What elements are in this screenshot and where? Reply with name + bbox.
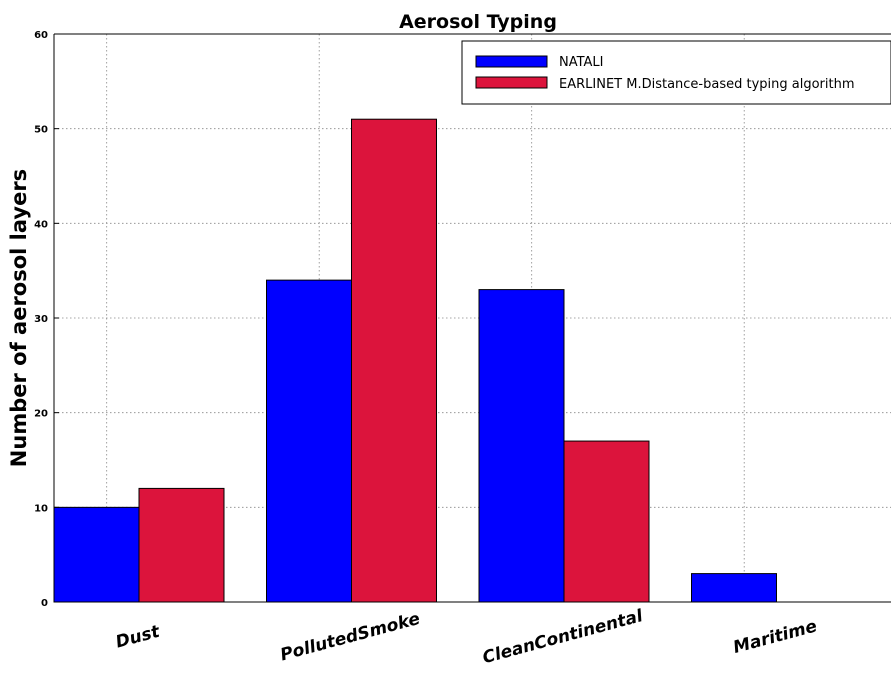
legend-swatch-natali	[475, 55, 548, 68]
y-tick-label: 0	[41, 598, 48, 609]
bar-natali-cleancontinental	[478, 289, 565, 603]
y-tick-label: 60	[34, 30, 48, 41]
x-ticks: Dust PollutedSmoke CleanContinental Maritim…	[114, 606, 820, 668]
legend-label-natali: NATALI	[559, 55, 604, 70]
y-tick-label: 40	[34, 219, 48, 230]
y-tick-label: 20	[34, 409, 48, 420]
legend: NATALI EARLINET M.Distance-based typing …	[461, 40, 891, 105]
bar-natali-dust	[53, 506, 140, 603]
y-axis-label: Number of aerosol layers	[7, 169, 31, 467]
chart-title: Aerosol Typing	[399, 11, 557, 33]
legend-label-earlinet: EARLINET M.Distance-based typing algorit…	[559, 77, 855, 92]
bar-natali-pollutedsmoke	[266, 279, 352, 603]
bar-natali-maritime	[691, 573, 777, 603]
legend-box	[461, 40, 891, 105]
bar-earlinet-dust	[138, 487, 225, 603]
x-tick-label-cleancontinental: CleanContinental	[481, 606, 646, 668]
y-tick-label: 50	[34, 125, 48, 136]
bars	[53, 118, 777, 603]
x-tick-label-pollutedsmoke: PollutedSmoke	[278, 609, 422, 665]
bar-earlinet-pollutedsmoke	[351, 118, 437, 603]
x-tick-label-maritime: Maritime	[731, 616, 819, 658]
y-tick-label: 10	[34, 503, 48, 514]
y-ticks: 0 10 20 30 40 50 60	[34, 30, 59, 609]
bar-earlinet-cleancontinental	[563, 440, 650, 603]
legend-swatch-earlinet	[475, 76, 548, 89]
x-tick-label-dust: Dust	[114, 622, 163, 653]
y-tick-label: 30	[34, 314, 48, 325]
